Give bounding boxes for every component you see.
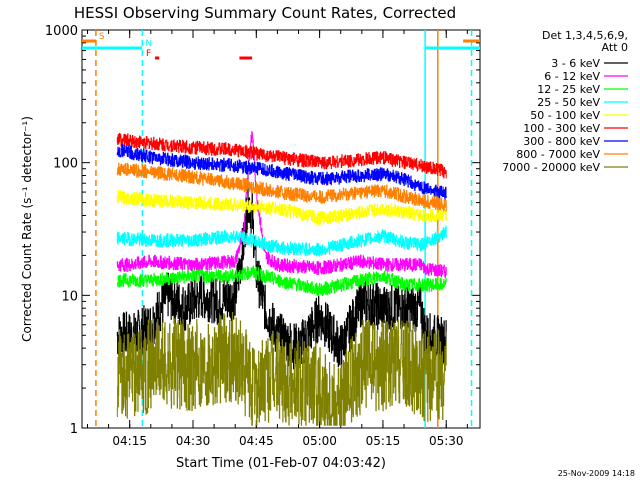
x-axis-label: Start Time (01-Feb-07 04:03:42) [176, 456, 386, 471]
x-tick-label: 04:30 [176, 434, 211, 448]
legend-label: 100 - 300 keV [523, 122, 600, 135]
state-bar-label: F [146, 49, 151, 59]
legend-label: 50 - 100 keV [530, 109, 600, 122]
series-line-4 [116, 190, 447, 226]
state-bar-label: S [99, 32, 105, 42]
y-tick-label: 1000 [45, 24, 78, 39]
y-tick-label: 1 [70, 422, 78, 437]
y-axis-label: Corrected Count Rate (s⁻¹ detector⁻¹) [20, 116, 34, 342]
series-line-6 [116, 143, 447, 201]
y-tick-labels: 1 10 100 1000 [45, 24, 78, 437]
legend-label: 25 - 50 keV [537, 96, 600, 109]
legend-label: 3 - 6 keV [551, 57, 600, 70]
series-lines [116, 131, 447, 426]
series-line-7 [116, 162, 447, 212]
legend-label: 300 - 800 keV [523, 135, 600, 148]
state-bar-label: N [145, 39, 152, 49]
legend-label: 7000 - 20000 keV [502, 161, 600, 174]
x-tick-labels: 04:15 04:30 04:45 05:00 05:15 05:30 [112, 434, 463, 448]
legend-label: 12 - 25 keV [537, 83, 600, 96]
x-tick-label: 04:45 [239, 434, 274, 448]
x-tick-label: 05:00 [302, 434, 337, 448]
series-line-1 [116, 131, 447, 279]
legend-label: 6 - 12 keV [544, 70, 600, 83]
legend-header-1: Det 1,3,4,5,6,9, [542, 29, 628, 42]
x-tick-label: 05:15 [366, 434, 401, 448]
plot-frame [81, 29, 481, 429]
series-line-3 [116, 225, 447, 257]
series-line-2 [116, 265, 447, 297]
chart-title: HESSI Observing Summary Count Rates, Cor… [74, 4, 456, 22]
x-tick-label: 05:30 [429, 434, 464, 448]
legend-label: 800 - 7000 keV [516, 148, 600, 161]
series-line-5 [116, 133, 447, 179]
legend-header-2: Att 0 [602, 41, 628, 54]
x-tick-label: 04:15 [112, 434, 147, 448]
series-line-8 [116, 312, 447, 426]
footer-timestamp: 25-Nov-2009 14:18 [558, 469, 635, 478]
y-tick-label: 100 [53, 157, 78, 172]
y-tick-label: 10 [61, 289, 78, 304]
state-bars: S NF [82, 32, 480, 60]
